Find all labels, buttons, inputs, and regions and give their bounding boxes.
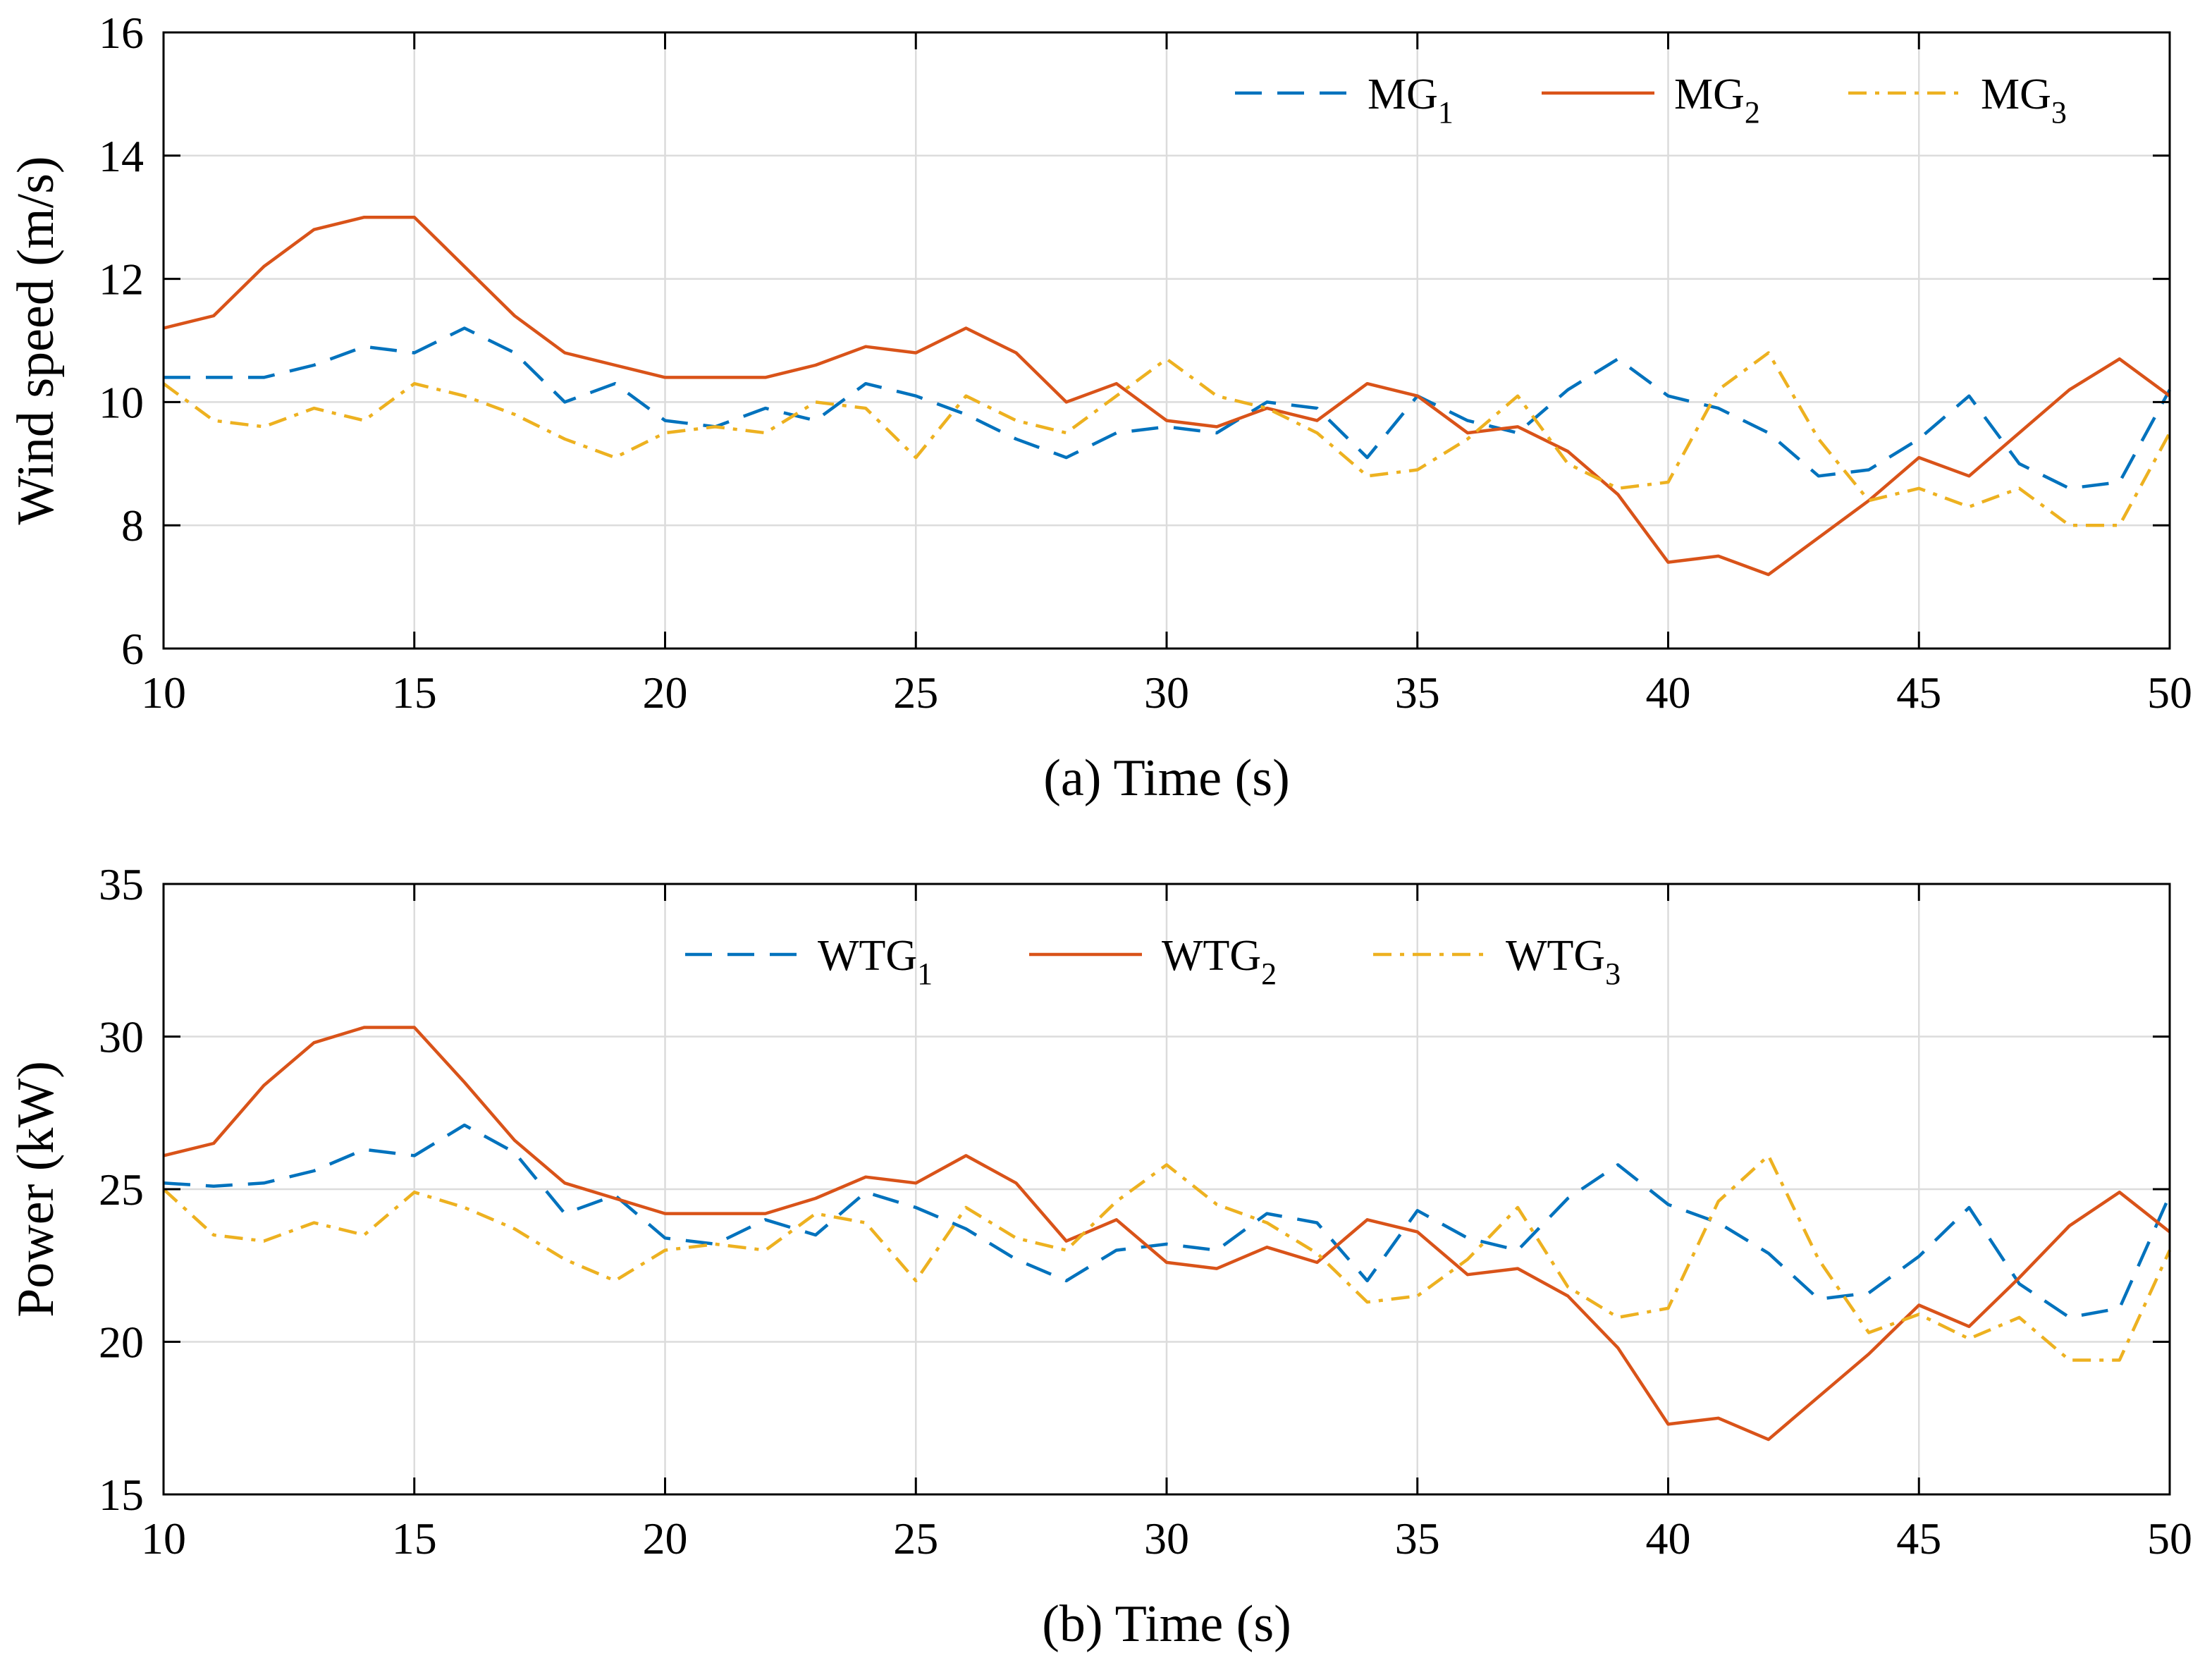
legend-label-wtg3: WTG3 [1506, 932, 1621, 991]
x-tick-label: 45 [1896, 668, 1941, 718]
x-axis-label: (a) Time (s) [1043, 749, 1289, 807]
series-line-wtg1 [163, 1123, 2172, 1320]
x-tick-label: 20 [643, 1513, 688, 1563]
legend-label-mg2: MG2 [1674, 70, 1760, 130]
y-tick-label: 20 [99, 1317, 144, 1368]
legend-label-wtg2: WTG2 [1162, 932, 1277, 991]
legend-label-mg1: MG1 [1368, 70, 1454, 130]
y-axis-label: Wind speed (m/s) [7, 156, 65, 524]
x-tick-label: 50 [2147, 1513, 2192, 1563]
legend-label-wtg1: WTG1 [818, 932, 933, 991]
x-tick-label: 45 [1896, 1513, 1941, 1563]
y-axis-label: Power (kW) [7, 1061, 65, 1317]
x-tick-label: 50 [2147, 668, 2192, 718]
x-tick-label: 10 [141, 668, 186, 718]
x-tick-label: 35 [1395, 668, 1440, 718]
x-tick-label: 25 [893, 668, 938, 718]
x-tick-label: 40 [1646, 668, 1691, 718]
y-tick-label: 14 [99, 131, 144, 181]
series-line-mg3 [162, 351, 2171, 527]
series-line-wtg2 [163, 1026, 2171, 1442]
x-axis-label: (b) Time (s) [1042, 1595, 1291, 1653]
y-tick-label: 25 [99, 1165, 144, 1215]
y-tick-label: 12 [99, 254, 144, 305]
y-tick-label: 30 [99, 1012, 144, 1062]
x-tick-label: 30 [1144, 668, 1189, 718]
legend-label-mg3: MG3 [1981, 70, 2067, 130]
chart-panel-1: 10 15 20 25 30 35 40 45 50 6 8 10 12 14 16 (a) Time (s)… [7, 8, 2192, 807]
y-tick-label: 16 [99, 8, 144, 58]
y-tick-label: 35 [99, 859, 144, 909]
series-line-wtg3 [162, 1154, 2172, 1362]
x-tick-label: 25 [893, 1513, 938, 1563]
series-line-mg2 [163, 215, 2171, 577]
x-tick-label: 20 [643, 668, 688, 718]
x-tick-label: 15 [392, 1513, 437, 1563]
x-tick-label: 15 [392, 668, 437, 718]
x-tick-label: 10 [141, 1513, 186, 1563]
x-tick-label: 30 [1144, 1513, 1189, 1563]
y-tick-label: 10 [99, 377, 144, 427]
series-line-mg1 [164, 326, 2171, 491]
x-tick-label: 40 [1646, 1513, 1691, 1563]
y-tick-label: 8 [121, 500, 144, 551]
x-tick-label: 35 [1395, 1513, 1440, 1563]
y-tick-label: 6 [121, 624, 144, 674]
y-tick-label: 15 [99, 1470, 144, 1520]
